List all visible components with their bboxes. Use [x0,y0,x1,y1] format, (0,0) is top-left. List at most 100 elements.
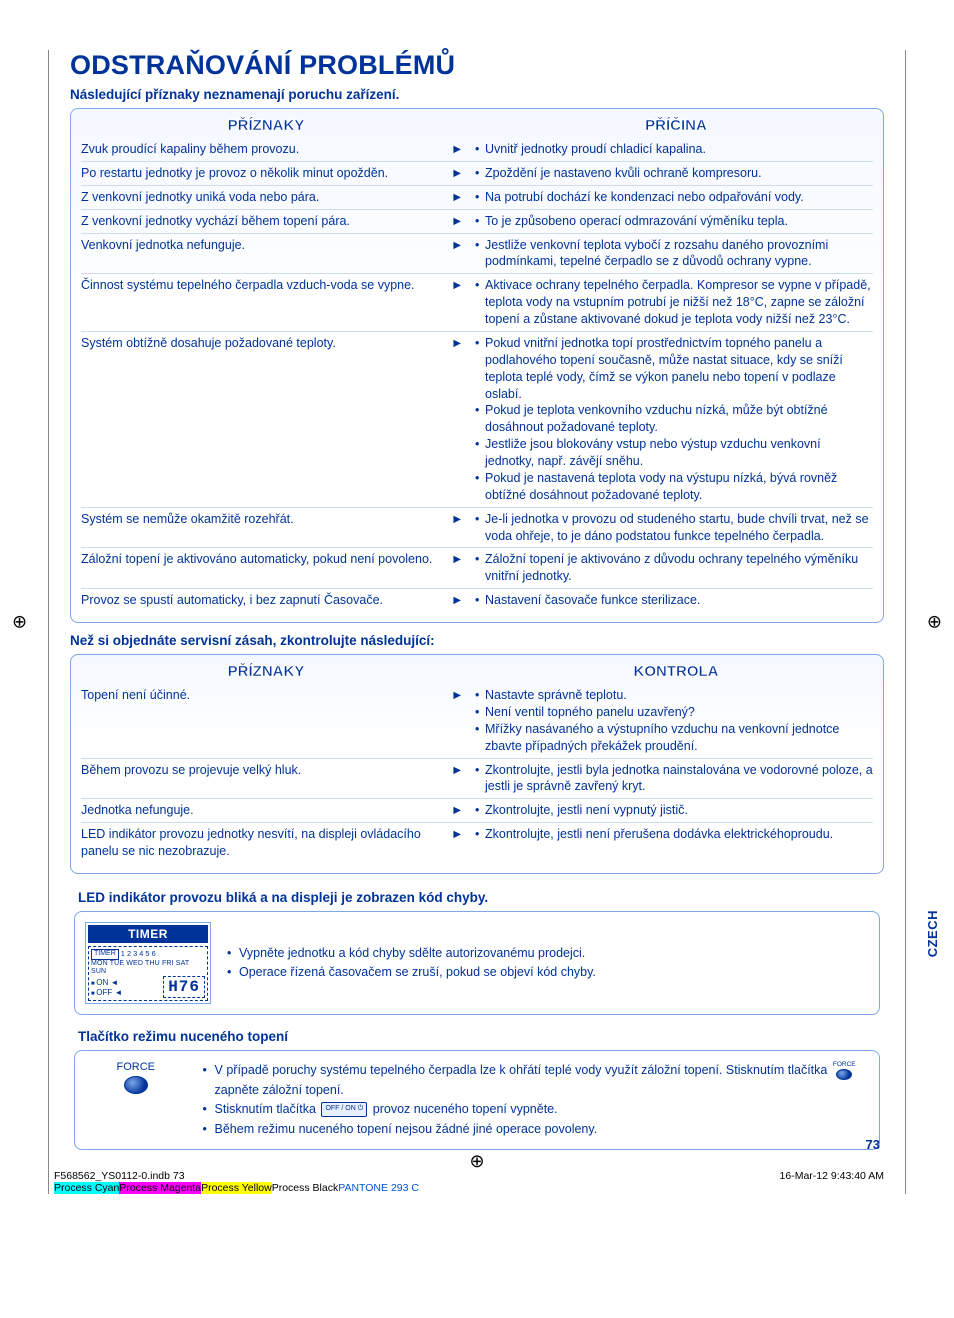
cause-item: Jestliže jsou blokovány vstup nebo výstu… [475,436,873,470]
force-section-title: Tlačítko režimu nuceného topení [78,1029,884,1044]
cause-cell: Je-li jednotka v provozu od studeného st… [475,511,873,545]
symptom-cell: Zvuk proudící kapaliny během provozu. [81,141,443,158]
inline-offon-icon: OFF / ON ⏻ [321,1102,367,1117]
symptom-cell: Provoz se spustí automaticky, i bez zapn… [81,592,443,609]
page-title: ODSTRAŇOVÁNÍ PROBLÉMŮ [70,50,884,81]
cause-item: To je způsobeno operací odmrazování výmě… [475,213,873,230]
display-timer-label: TIMER [91,949,119,960]
arrow-icon: ► [451,511,467,545]
display-off: OFF ◄ [91,988,122,997]
cause-item: Pokud je teplota venkovního vzduchu nízk… [475,402,873,436]
force-bullet-2: Stisknutím tlačítka OFF / ON ⏻ provoz nu… [203,1100,869,1119]
cause-item: Je-li jednotka v provozu od studeného st… [475,511,873,545]
text: V případě poruchy systému tepelného čerp… [215,1063,828,1077]
led-info-box: TIMER TIMER 1 2 3 4 5 6 MON TUE WED THU … [74,911,880,1016]
cause-cell: Zpoždění je nastaveno kvůli ochraně komp… [475,165,873,182]
table-row: Venkovní jednotka nefunguje.►Jestliže ve… [81,234,873,275]
table-row: LED indikátor provozu jednotky nesvítí, … [81,823,873,863]
force-bullet-1: V případě poruchy systému tepelného čerp… [203,1061,869,1100]
registration-mark-right: ⊕ [927,611,942,632]
cause-item: Pokud vnitřní jednotka topí prostřednict… [475,335,873,403]
led-bullet: Vypněte jednotku a kód chyby sdělte auto… [227,944,596,963]
cause-cell: Zkontrolujte, jestli byla jednotka nains… [475,762,873,796]
symptom-cell: Jednotka nefunguje. [81,802,443,819]
cause-item: Na potrubí dochází ke kondenzaci nebo od… [475,189,873,206]
arrow-icon: ► [451,802,467,819]
force-button-illustration: FORCE [85,1061,187,1097]
arrow-icon: ► [451,592,467,609]
symptoms-cause-box: PŘÍZNAKY PŘÍČINA Zvuk proudící kapaliny … [70,108,884,623]
display-daynums: 1 2 3 4 5 6 [121,950,156,959]
cause-item: Aktivace ochrany tepelného čerpadla. Kom… [475,277,873,328]
arrow-icon: ► [451,687,467,755]
display-timer-bar: TIMER [88,925,208,943]
arrow-icon: ► [451,335,467,504]
table-row: Systém obtížně dosahuje požadované teplo… [81,332,873,508]
arrow-icon: ► [451,826,467,860]
cause-item: Jestliže venkovní teplota vybočí z rozsa… [475,237,873,271]
table-row: Z venkovní jednotky uniká voda nebo pára… [81,186,873,210]
force-info-box: FORCE V případě poruchy systému tepelnéh… [74,1050,880,1150]
table-row: Provoz se spustí automaticky, i bez zapn… [81,589,873,612]
cause-cell: Jestliže venkovní teplota vybočí z rozsa… [475,237,873,271]
symptom-cell: Z venkovní jednotky uniká voda nebo pára… [81,189,443,206]
led-bullet-list: Vypněte jednotku a kód chyby sdělte auto… [227,944,596,983]
cause-item: Mřížky nasávaného a výstupního vzduchu n… [475,721,873,755]
col-header-symptoms: PŘÍZNAKY [81,117,451,134]
cause-item: Uvnitř jednotky proudí chladicí kapalina… [475,141,873,158]
subtitle-service: Než si objednáte servisní zásah, zkontro… [70,633,884,648]
cause-item: Záložní topení je aktivováno z důvodu oc… [475,551,873,585]
cause-cell: Aktivace ochrany tepelného čerpadla. Kom… [475,277,873,328]
symptom-cell: Systém obtížně dosahuje požadované teplo… [81,335,443,504]
text: provoz nuceného topení vypněte. [373,1102,558,1116]
cause-cell: Pokud vnitřní jednotka topí prostřednict… [475,335,873,504]
symptom-cell: Venkovní jednotka nefunguje. [81,237,443,271]
arrow-icon: ► [451,213,467,230]
crop-mark [905,50,906,1194]
symptom-cell: Systém se nemůže okamžitě rozehřát. [81,511,443,545]
table-row: Po restartu jednotky je provoz o několik… [81,162,873,186]
cause-cell: Uvnitř jednotky proudí chladicí kapalina… [475,141,873,158]
symptom-cell: Činnost systému tepelného čerpadla vzduc… [81,277,443,328]
cause-item: Nastavení časovače funkce sterilizace. [475,592,873,609]
footer-filename: F568562_YS0112-0.indb 73 [54,1170,419,1182]
arrow-icon: ► [451,237,467,271]
symptoms-check-box: PŘÍZNAKY KONTROLA Topení není účinné.►Na… [70,654,884,874]
cause-item: Zpoždění je nastaveno kvůli ochraně komp… [475,165,873,182]
table-row: Topení není účinné.►Nastavte správně tep… [81,684,873,759]
cause-cell: Zkontrolujte, jestli není vypnutý jistič… [475,802,873,819]
inline-force-icon: FORCE [833,1062,856,1080]
print-footer: F568562_YS0112-0.indb 73 Process CyanPro… [54,1170,884,1194]
arrow-icon: ► [451,189,467,206]
arrow-icon: ► [451,762,467,796]
symptom-cell: Po restartu jednotky je provoz o několik… [81,165,443,182]
cause-item: Zkontrolujte, jestli není vypnutý jistič… [475,802,873,819]
text: zapněte záložní topení. [215,1083,344,1097]
table-row: Záložní topení je aktivováno automaticky… [81,548,873,589]
subtitle: Následující příznaky neznamenají poruchu… [70,87,884,102]
cause-cell: To je způsobeno operací odmrazování výmě… [475,213,873,230]
arrow-icon: ► [451,141,467,158]
symptom-cell: Topení není účinné. [81,687,443,755]
col-header-symptoms: PŘÍZNAKY [81,663,451,680]
arrow-icon: ► [451,551,467,585]
cause-cell: Nastavte správně teplotu.Není ventil top… [475,687,873,755]
registration-mark-left: ⊕ [12,611,27,632]
table-row: Činnost systému tepelného čerpadla vzduc… [81,274,873,332]
timer-display: TIMER TIMER 1 2 3 4 5 6 MON TUE WED THU … [85,922,211,1005]
cause-cell: Nastavení časovače funkce sterilizace. [475,592,873,609]
language-tab: CZECH [925,910,940,957]
cause-cell: Na potrubí dochází ke kondenzaci nebo od… [475,189,873,206]
cause-item: Zkontrolujte, jestli byla jednotka nains… [475,762,873,796]
text: Stisknutím tlačítka [215,1102,316,1116]
table-row: Z venkovní jednotky vychází během topení… [81,210,873,234]
cause-item: Pokud je nastavená teplota vody na výstu… [475,470,873,504]
cause-item: Zkontrolujte, jestli není přerušena dodá… [475,826,873,843]
footer-process-colors: Process CyanProcess MagentaProcess Yello… [54,1182,419,1194]
symptom-cell: Z venkovní jednotky vychází během topení… [81,213,443,230]
table-row: Zvuk proudící kapaliny během provozu. ► Uv… [81,138,873,162]
display-days: MON TUE WED THU FRI SAT SUN [91,960,205,976]
symptom-cell: LED indikátor provozu jednotky nesvítí, … [81,826,443,860]
cause-cell: Zkontrolujte, jestli není přerušena dodá… [475,826,873,860]
force-label: FORCE [85,1061,187,1073]
